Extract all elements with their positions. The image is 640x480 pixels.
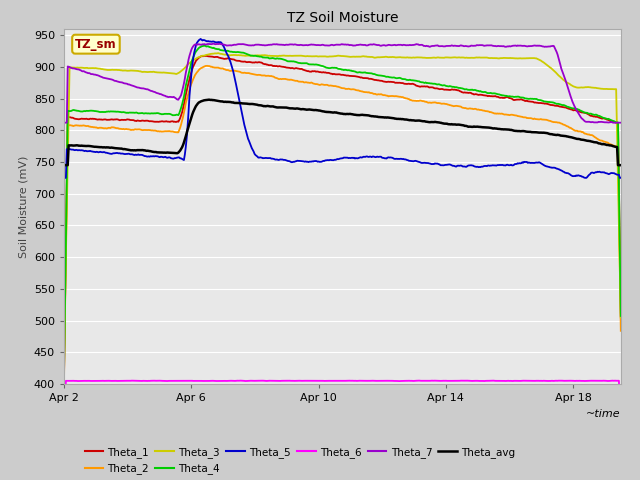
Title: TZ Soil Moisture: TZ Soil Moisture: [287, 11, 398, 25]
Legend: Theta_1, Theta_2, Theta_3, Theta_4, Theta_5, Theta_6, Theta_7, Theta_avg: Theta_1, Theta_2, Theta_3, Theta_4, Thet…: [81, 443, 520, 478]
Y-axis label: Soil Moisture (mV): Soil Moisture (mV): [19, 155, 28, 258]
Text: ~time: ~time: [586, 409, 621, 419]
Text: TZ_sm: TZ_sm: [75, 37, 116, 51]
